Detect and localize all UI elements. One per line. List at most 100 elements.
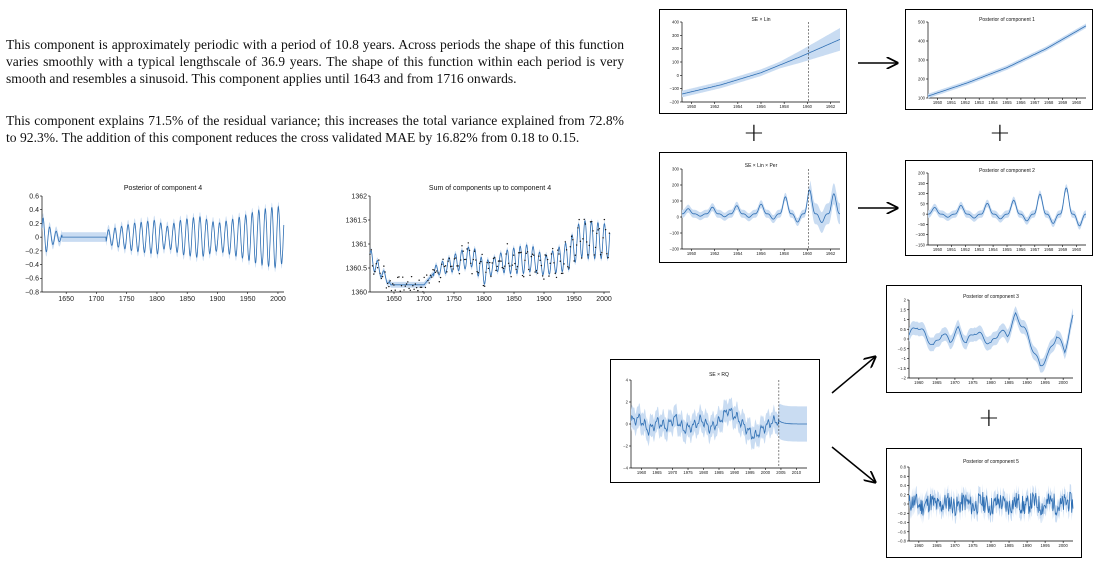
x-tick-label: 1962 bbox=[826, 104, 836, 109]
data-point bbox=[426, 274, 428, 276]
data-point bbox=[559, 260, 561, 262]
x-tick-label: 1952 bbox=[961, 100, 971, 105]
y-tick-label: −0.8 bbox=[898, 539, 907, 544]
data-point bbox=[568, 267, 570, 269]
data-point bbox=[398, 276, 400, 278]
x-tick-label: 2000 bbox=[270, 296, 286, 303]
chart-title: SE × Lin bbox=[751, 17, 770, 23]
data-point bbox=[495, 269, 497, 272]
y-tick-label: 1361 bbox=[351, 241, 367, 248]
y-tick-label: 4 bbox=[626, 378, 629, 383]
data-point bbox=[591, 220, 593, 223]
x-tick-label: 1800 bbox=[149, 296, 165, 303]
x-tick-label: 1954 bbox=[988, 247, 998, 252]
data-point bbox=[497, 260, 500, 262]
x-tick-label: 1950 bbox=[933, 100, 943, 105]
y-tick-label: 0.8 bbox=[900, 465, 906, 470]
post2-line bbox=[928, 187, 1087, 227]
component-4-band bbox=[42, 201, 284, 273]
data-point bbox=[376, 267, 379, 269]
data-point bbox=[586, 241, 588, 243]
x-tick-label: 1960 bbox=[803, 251, 813, 256]
data-point bbox=[583, 218, 585, 221]
data-point bbox=[485, 271, 487, 274]
chart-title: Posterior of component 1 bbox=[979, 17, 1035, 23]
data-point bbox=[422, 291, 424, 293]
data-point bbox=[413, 288, 415, 290]
data-point bbox=[523, 276, 525, 278]
data-point bbox=[415, 286, 418, 289]
data-point bbox=[400, 285, 403, 287]
data-point bbox=[572, 239, 574, 241]
y-tick-label: 1362 bbox=[351, 193, 367, 200]
x-tick-label: 1750 bbox=[119, 296, 135, 303]
data-point bbox=[436, 270, 438, 272]
x-tick-label: 1952 bbox=[710, 104, 720, 109]
data-point bbox=[371, 265, 374, 267]
y-tick-label: 1 bbox=[904, 317, 907, 322]
x-tick-label: 1800 bbox=[476, 296, 492, 303]
figure-se-lin: SE × Lin −200 −100 0 100 200 300 400 1950 1952 195… bbox=[659, 9, 847, 114]
y-tick-label: 0.4 bbox=[900, 483, 906, 488]
data-point bbox=[385, 287, 388, 289]
y-tick-label: −1 bbox=[901, 356, 906, 361]
x-tick-label: 1900 bbox=[536, 296, 552, 303]
x-tick-label: 2000 bbox=[1058, 380, 1068, 385]
data-point bbox=[477, 272, 480, 274]
data-point bbox=[560, 272, 563, 275]
x-tick-label: 1960 bbox=[1072, 100, 1082, 105]
x-tick-label: 1700 bbox=[89, 296, 105, 303]
data-point bbox=[461, 245, 463, 247]
data-point bbox=[394, 289, 396, 291]
data-point bbox=[501, 266, 503, 269]
data-point bbox=[407, 281, 409, 283]
data-point bbox=[470, 262, 472, 265]
data-point bbox=[443, 265, 446, 268]
data-point bbox=[545, 255, 548, 257]
data-point bbox=[526, 251, 529, 253]
data-point bbox=[558, 253, 560, 255]
x-tick-label: 1952 bbox=[961, 247, 971, 252]
y-tick-label: −1.5 bbox=[898, 366, 907, 371]
x-tick-label: 1958 bbox=[780, 251, 790, 256]
y-tick-label: −0.6 bbox=[25, 276, 39, 283]
data-point bbox=[481, 253, 483, 256]
data-point bbox=[582, 238, 584, 240]
y-tick-label: 0 bbox=[677, 215, 680, 220]
x-tick-label: 1956 bbox=[756, 251, 766, 256]
x-tick-label: 1980 bbox=[699, 470, 709, 475]
data-point bbox=[457, 265, 459, 267]
x-tick-label: 1970 bbox=[668, 470, 678, 475]
data-point bbox=[483, 285, 486, 287]
data-point bbox=[515, 268, 517, 271]
data-point bbox=[370, 249, 372, 251]
data-point bbox=[529, 274, 531, 277]
x-tick-label: 1958 bbox=[1044, 100, 1054, 105]
y-tick-label: 0 bbox=[35, 235, 39, 242]
y-tick-label: −200 bbox=[670, 100, 680, 105]
plus-symbol-right-bottom: + bbox=[978, 403, 1000, 433]
x-tick-label: 1959 bbox=[1058, 247, 1068, 252]
data-point bbox=[490, 275, 492, 277]
data-point bbox=[554, 272, 556, 275]
y-tick-label: −0.4 bbox=[898, 520, 907, 525]
data-point bbox=[557, 249, 559, 251]
arrow-serq-to-post5 bbox=[831, 446, 875, 482]
data-point bbox=[424, 286, 427, 289]
data-point bbox=[380, 277, 383, 280]
x-tick-label: 1980 bbox=[986, 380, 996, 385]
data-point bbox=[489, 261, 491, 264]
data-point bbox=[603, 218, 606, 221]
data-point bbox=[587, 254, 589, 256]
y-tick-label: 100 bbox=[918, 96, 926, 101]
data-point bbox=[569, 246, 572, 248]
y-tick-label: 0 bbox=[904, 337, 907, 342]
data-point bbox=[453, 258, 456, 260]
x-tick-label: 1953 bbox=[975, 100, 985, 105]
data-point bbox=[575, 244, 578, 246]
y-tick-label: −50 bbox=[918, 222, 926, 227]
x-tick-label: 1958 bbox=[780, 104, 790, 109]
data-point bbox=[460, 259, 462, 261]
x-tick-label: 1955 bbox=[1002, 247, 1012, 252]
data-point bbox=[504, 265, 506, 267]
